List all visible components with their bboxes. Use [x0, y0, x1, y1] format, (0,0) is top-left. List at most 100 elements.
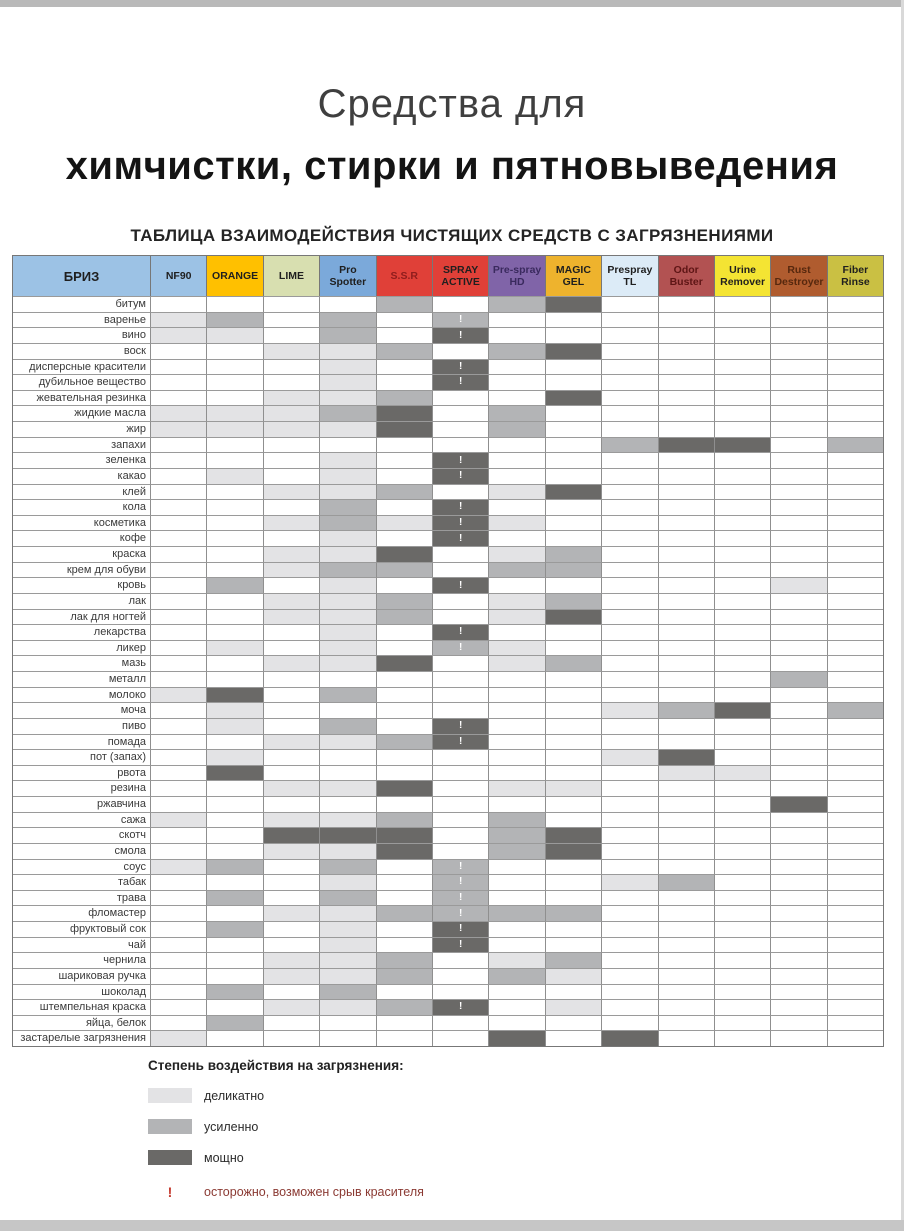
- matrix-cell: [263, 624, 321, 640]
- matrix-cell: [151, 389, 208, 406]
- matrix-cell: [376, 827, 433, 843]
- matrix-cell: [489, 358, 546, 375]
- matrix-cell: [320, 796, 377, 812]
- matrix-cell: [827, 702, 884, 718]
- matrix-cell: [376, 889, 433, 906]
- matrix-cell: [207, 296, 264, 312]
- matrix-cell: [151, 921, 208, 937]
- matrix-cell: [263, 936, 321, 953]
- matrix-cell-warning: !: [432, 327, 490, 343]
- matrix-cell: [320, 858, 377, 875]
- matrix-cell: [714, 780, 772, 796]
- matrix-cell: [432, 655, 490, 671]
- matrix-cell-warning: !: [432, 452, 490, 468]
- matrix-cell: [545, 452, 603, 468]
- row-label: помада: [13, 733, 151, 750]
- matrix-cell: [376, 483, 433, 500]
- row-label: штемпельная краска: [13, 999, 151, 1015]
- matrix-cell: [489, 905, 546, 921]
- matrix-cell: [771, 780, 828, 796]
- matrix-cell-warning: !: [432, 374, 490, 390]
- matrix-cell: [207, 577, 264, 593]
- matrix-cell: [151, 592, 208, 609]
- matrix-cell: [489, 483, 546, 500]
- matrix-cell: [263, 421, 321, 437]
- matrix-cell: [714, 874, 772, 890]
- matrix-cell: [207, 561, 264, 578]
- matrix-cell: [827, 467, 884, 484]
- matrix-cell: [207, 764, 264, 781]
- matrix-cell: [489, 546, 546, 562]
- matrix-cell: [545, 671, 603, 687]
- matrix-cell: [827, 749, 884, 765]
- legend-swatch-medium: [148, 1119, 192, 1134]
- matrix-cell: [545, 1014, 603, 1031]
- matrix-cell: [376, 874, 433, 890]
- matrix-cell: [714, 889, 772, 906]
- matrix-cell: [151, 702, 208, 718]
- matrix-cell: [320, 749, 377, 765]
- table-row: лак для ногтей: [13, 608, 884, 625]
- table-body: битум варенье! вино! воск дисперсные красите…: [13, 296, 884, 1046]
- matrix-cell: [376, 749, 433, 765]
- table-row: шариковая ручка: [13, 967, 884, 984]
- matrix-cell: [489, 1030, 546, 1046]
- matrix-cell: [658, 655, 715, 671]
- matrix-cell: [207, 1014, 264, 1031]
- matrix-cell: [771, 483, 828, 500]
- matrix-cell: [320, 1030, 377, 1046]
- matrix-cell: [320, 717, 377, 734]
- row-label: фруктовый сок: [13, 921, 151, 937]
- matrix-cell: [432, 1030, 490, 1046]
- matrix-cell: [432, 749, 490, 765]
- matrix-cell: [376, 967, 433, 984]
- matrix-cell: [263, 796, 321, 812]
- matrix-cell: [489, 952, 546, 968]
- matrix-cell: [263, 452, 321, 468]
- matrix-cell: [151, 1014, 208, 1031]
- matrix-cell: [151, 889, 208, 906]
- matrix-cell: [545, 983, 603, 1000]
- matrix-cell: [545, 530, 603, 546]
- matrix-cell: [827, 842, 884, 859]
- matrix-cell: [771, 467, 828, 484]
- matrix-cell: [827, 811, 884, 828]
- table-row: пот (запах): [13, 749, 884, 765]
- matrix-cell: [263, 577, 321, 593]
- matrix-cell: [827, 546, 884, 562]
- matrix-cell: [320, 608, 377, 625]
- matrix-cell: [771, 858, 828, 875]
- matrix-cell: [827, 655, 884, 671]
- matrix-cell: [263, 967, 321, 984]
- table-row: краска: [13, 546, 884, 562]
- matrix-cell: [376, 374, 433, 390]
- matrix-cell: [489, 342, 546, 359]
- matrix-cell: [827, 967, 884, 984]
- matrix-cell: [489, 561, 546, 578]
- matrix-cell: [771, 530, 828, 546]
- matrix-cell: [207, 921, 264, 937]
- row-label: пот (запах): [13, 749, 151, 765]
- matrix-cell: [263, 764, 321, 781]
- row-label: ликер: [13, 639, 151, 656]
- matrix-cell: [376, 389, 433, 406]
- matrix-cell-warning: !: [432, 921, 490, 937]
- matrix-cell: [207, 780, 264, 796]
- matrix-cell: [489, 639, 546, 656]
- matrix-cell: [771, 405, 828, 421]
- matrix-cell: [376, 296, 433, 312]
- matrix-cell: [658, 733, 715, 750]
- matrix-cell: [151, 358, 208, 375]
- row-label: битум: [13, 296, 151, 312]
- matrix-cell: [771, 827, 828, 843]
- matrix-cell: [714, 1014, 772, 1031]
- matrix-cell: [602, 983, 659, 1000]
- matrix-cell: [320, 889, 377, 906]
- matrix-cell: [602, 811, 659, 828]
- matrix-cell: [827, 358, 884, 375]
- matrix-cell: [827, 577, 884, 593]
- matrix-cell: [602, 405, 659, 421]
- matrix-cell: [207, 874, 264, 890]
- matrix-cell: [489, 405, 546, 421]
- table-row: молоко: [13, 686, 884, 703]
